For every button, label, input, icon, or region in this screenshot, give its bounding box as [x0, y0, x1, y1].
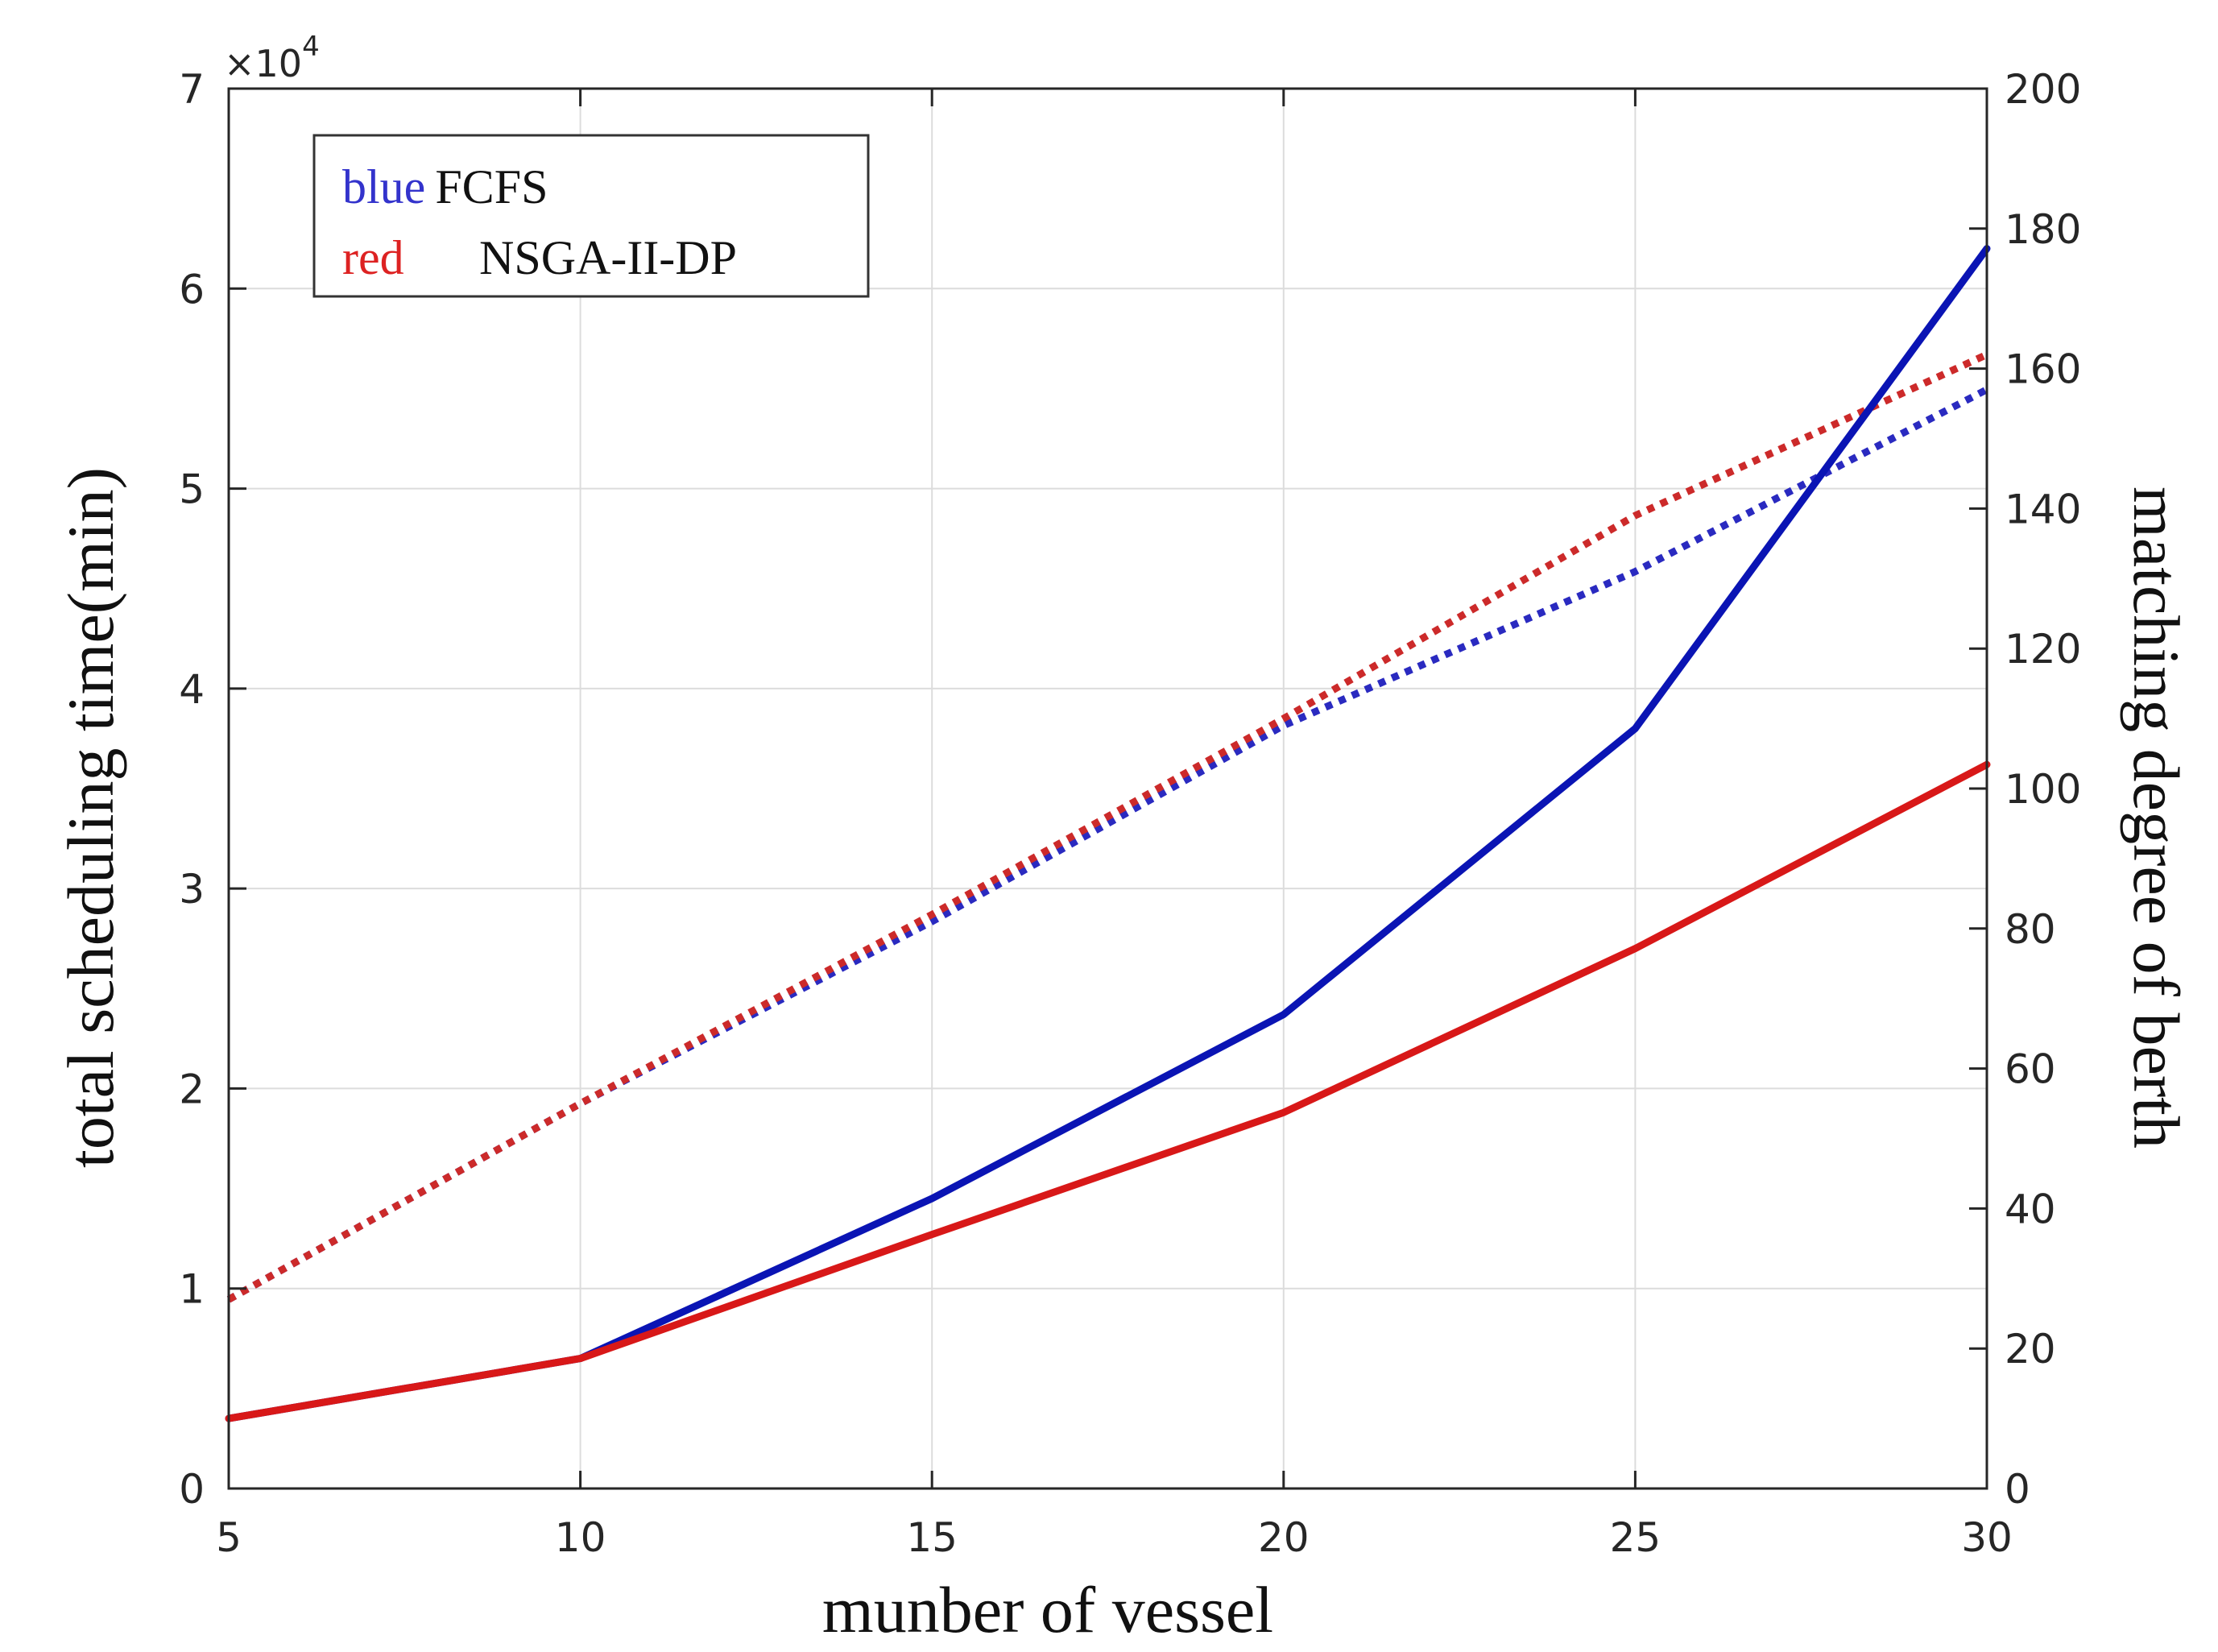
y-right-tick-label: 0 — [2005, 1466, 2030, 1513]
x-tick-label: 10 — [555, 1514, 606, 1561]
dotted-series-line — [226, 351, 1988, 1303]
x-axis-title: munber of vessel — [822, 1573, 1273, 1646]
x-axis-ticks: 5 10 15 20 25 30 — [216, 89, 2013, 1561]
y-right-tick-label: 200 — [2005, 66, 2081, 113]
y-left-tick-label: 2 — [179, 1066, 205, 1112]
y-left-tick-label: 6 — [179, 266, 205, 313]
x-tick-label: 30 — [1961, 1514, 2013, 1561]
solid-series-line — [225, 760, 1991, 1422]
y-left-tick-label: 4 — [179, 666, 205, 713]
y-left-exponent-label: ×104 — [224, 31, 320, 85]
series-group — [225, 245, 1991, 1422]
y-left-tick-label: 3 — [179, 866, 205, 913]
right-y-axis-title: matching degree of berth — [2120, 486, 2193, 1149]
y-right-tick-label: 20 — [2005, 1326, 2056, 1373]
y-left-tick-label: 5 — [179, 466, 205, 513]
y-right-tick-label: 140 — [2005, 486, 2081, 532]
plot-area — [229, 89, 1987, 1488]
y-left-tick-label: 1 — [179, 1266, 205, 1313]
legend: blue FCFS red NSGA-II-DP — [312, 134, 870, 298]
left-y-axis-title: total scheduling time(min) — [54, 467, 127, 1168]
y-right-tick-label: 160 — [2005, 346, 2081, 393]
x-tick-label: 15 — [906, 1514, 958, 1561]
x-tick-label: 25 — [1610, 1514, 1661, 1561]
legend-color-word-blue: blue — [342, 160, 425, 213]
legend-label-fcfs: FCFS — [435, 160, 548, 213]
y-left-exponent-power: 4 — [302, 31, 320, 63]
y-right-tick-label: 80 — [2005, 906, 2056, 953]
y-left-tick-label: 0 — [179, 1466, 205, 1513]
y-right-tick-label: 40 — [2005, 1186, 2056, 1232]
y-right-tick-label: 100 — [2005, 766, 2081, 813]
x-tick-label: 20 — [1258, 1514, 1310, 1561]
y-left-tick-label: 7 — [179, 66, 205, 113]
y-right-tick-label: 180 — [2005, 206, 2081, 253]
y-right-tick-label: 60 — [2005, 1046, 2056, 1093]
y-right-tick-label: 120 — [2005, 626, 2081, 673]
legend-label-nsga: NSGA-II-DP — [479, 231, 737, 284]
right-y-axis-ticks: 0 20 40 60 80 100 120 140 160 180 200 — [1969, 66, 2081, 1513]
legend-color-word-red: red — [342, 231, 404, 284]
x-tick-label: 5 — [216, 1514, 242, 1561]
left-y-axis-ticks: 0 1 2 3 4 5 6 7 — [179, 66, 246, 1513]
legend-box — [312, 134, 870, 298]
